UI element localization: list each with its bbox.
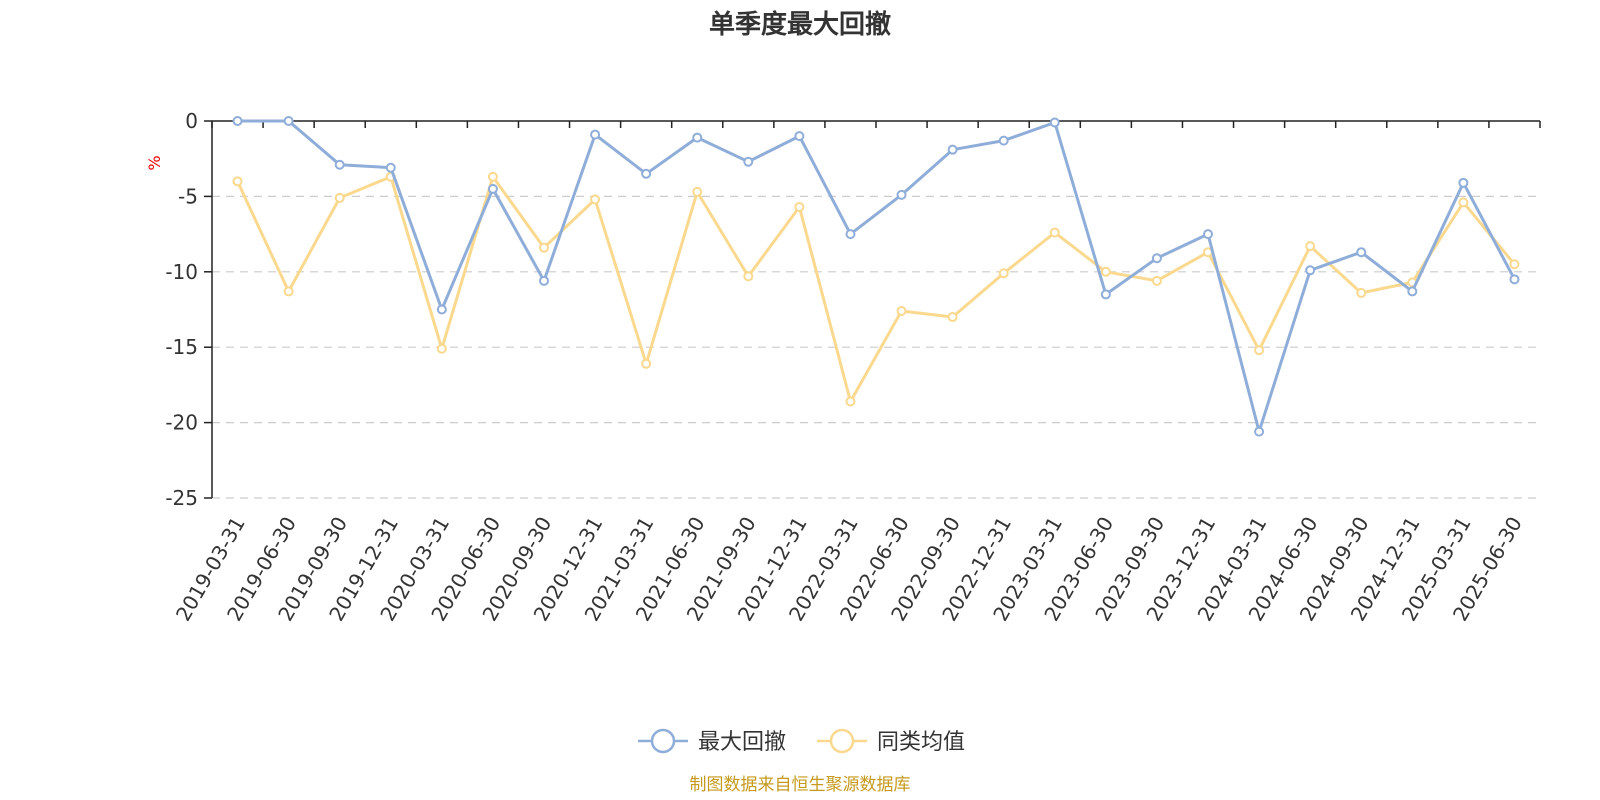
data-point[interactable] [590, 194, 601, 205]
y-tick-label: -5 [178, 184, 198, 208]
legend-circle-icon [829, 728, 855, 754]
data-point[interactable] [1305, 265, 1316, 276]
data-point[interactable] [1407, 286, 1418, 297]
series-line-同类均值 [236, 175, 1516, 403]
data-point[interactable] [283, 286, 294, 297]
data-point[interactable] [1049, 117, 1060, 128]
data-point[interactable] [539, 242, 549, 253]
legend-circle-icon [650, 728, 676, 754]
data-point[interactable] [692, 132, 703, 143]
data-point[interactable] [1458, 197, 1469, 208]
data-source-note: 制图数据来自恒生聚源数据库 [690, 775, 911, 795]
data-point[interactable] [487, 171, 498, 182]
y-axis-unit-label: % [145, 155, 164, 170]
data-point[interactable] [436, 304, 447, 315]
y-tick-label: -25 [165, 486, 198, 510]
data-point[interactable] [1100, 266, 1111, 277]
data-point[interactable] [1254, 345, 1265, 356]
series-layer [232, 116, 1520, 437]
data-point[interactable] [947, 312, 958, 323]
y-tick-label: -15 [165, 335, 198, 359]
data-point[interactable] [1356, 247, 1367, 258]
data-point[interactable] [794, 131, 805, 142]
data-point[interactable] [283, 116, 294, 126]
data-point[interactable] [1305, 241, 1316, 252]
data-point[interactable] [539, 275, 549, 286]
data-point[interactable] [743, 271, 754, 282]
data-point[interactable] [1151, 275, 1162, 286]
data-point[interactable] [232, 116, 243, 126]
y-tick-label: -20 [165, 411, 198, 435]
data-point[interactable] [1458, 177, 1469, 188]
grid-layer [212, 195, 1540, 499]
data-point[interactable] [232, 176, 243, 187]
data-point[interactable] [743, 156, 754, 167]
legend-label: 最大回撤 [698, 730, 786, 755]
data-point[interactable] [692, 186, 703, 197]
data-point[interactable] [1049, 227, 1060, 238]
data-point[interactable] [998, 268, 1009, 279]
data-point[interactable] [998, 135, 1009, 146]
legend-item[interactable]: 最大回撤 [638, 728, 786, 755]
data-point[interactable] [1356, 287, 1367, 298]
y-tick-label: 0 [185, 109, 198, 133]
legend[interactable]: 最大回撤 同类均值 [638, 728, 965, 755]
data-point[interactable] [487, 183, 498, 194]
data-point[interactable] [896, 189, 907, 200]
data-point[interactable] [385, 162, 396, 173]
data-point[interactable] [641, 168, 652, 179]
data-point[interactable] [896, 306, 907, 317]
data-point[interactable] [1509, 274, 1520, 285]
series-line-最大回撤 [237, 119, 1516, 434]
y-tick-label: -10 [165, 260, 198, 284]
data-point[interactable] [845, 396, 856, 407]
legend-label: 同类均值 [877, 730, 965, 755]
data-point[interactable] [641, 358, 652, 369]
data-point[interactable] [1151, 253, 1162, 264]
data-point[interactable] [436, 343, 447, 354]
chart-title: 单季度最大回撤 [709, 9, 891, 40]
axis-layer: 0-5-10-15-20-252019-03-312019-06-302019-… [165, 109, 1541, 625]
data-point[interactable] [794, 201, 805, 212]
data-point[interactable] [590, 129, 601, 140]
data-point[interactable] [334, 159, 345, 170]
data-point[interactable] [1100, 289, 1111, 300]
data-point[interactable] [1254, 426, 1265, 437]
data-point[interactable] [947, 144, 958, 155]
data-point[interactable] [1509, 259, 1520, 270]
data-point[interactable] [845, 229, 856, 240]
legend-item[interactable]: 同类均值 [817, 728, 965, 755]
data-point[interactable] [334, 192, 345, 203]
data-point[interactable] [1203, 229, 1213, 240]
